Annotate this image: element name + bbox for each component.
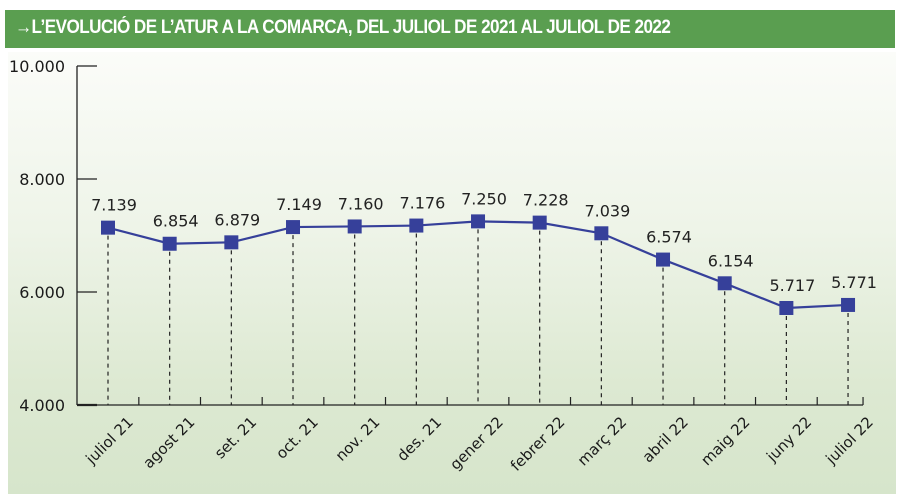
data-label: 7.160 xyxy=(338,194,384,213)
chart-title-bar: →L’EVOLUCIÓ DE L’ATUR A LA COMARCA, DEL … xyxy=(5,10,895,48)
data-label: 7.139 xyxy=(91,196,137,215)
data-label: 6.879 xyxy=(214,210,260,229)
y-tick-label: 6.000 xyxy=(19,283,65,302)
data-labels: 7.139 6.854 6.879 7.149 7.160 7.176 7.250 7.228… xyxy=(91,189,877,295)
x-category-label: abril 22 xyxy=(639,413,692,466)
chart-title: →L’EVOLUCIÓ DE L’ATUR A LA COMARCA, DEL … xyxy=(15,17,671,38)
y-tick-label: 8.000 xyxy=(19,170,65,189)
data-label: 6.574 xyxy=(646,228,692,247)
data-point-marker xyxy=(532,215,547,230)
x-category-label: nov. 21 xyxy=(332,413,384,465)
x-category-label: gener 22 xyxy=(446,413,506,473)
x-category-label: febrer 22 xyxy=(507,413,569,475)
data-point-marker xyxy=(347,219,362,234)
data-point-marker xyxy=(101,220,115,235)
data-label: 7.228 xyxy=(523,191,569,210)
x-category-label: oct. 21 xyxy=(272,413,321,462)
x-category-label: des. 21 xyxy=(393,413,445,465)
x-category-label: juliol 21 xyxy=(82,413,137,468)
series-markers xyxy=(101,214,856,315)
data-label: 5.717 xyxy=(769,276,815,295)
data-point-marker xyxy=(841,297,856,312)
data-label: 6.854 xyxy=(153,212,199,231)
y-axis-ticks: 4.000 6.000 8.000 10.000 xyxy=(9,57,97,415)
data-label: 7.039 xyxy=(584,201,630,220)
data-point-marker xyxy=(409,218,424,233)
data-point-marker xyxy=(594,226,609,241)
y-tick-label: 10.000 xyxy=(9,57,65,76)
data-point-marker xyxy=(224,235,239,250)
y-tick-label: 4.000 xyxy=(19,396,65,415)
chart-background xyxy=(8,52,896,494)
data-point-marker xyxy=(286,220,301,235)
data-label: 5.771 xyxy=(831,273,877,292)
x-category-label: març 22 xyxy=(574,413,630,469)
x-category-label: set. 21 xyxy=(211,413,260,462)
data-label: 7.250 xyxy=(461,189,507,208)
data-label: 7.176 xyxy=(399,194,445,213)
data-label: 7.149 xyxy=(276,195,322,214)
data-point-marker xyxy=(779,300,794,315)
x-category-label: juny 22 xyxy=(762,413,815,466)
data-point-marker xyxy=(162,236,177,251)
data-label: 6.154 xyxy=(708,251,754,270)
x-category-label: maig 22 xyxy=(697,413,753,469)
x-axis-labels: juliol 21 agost 21 set. 21 oct. 21 nov. 21 de… xyxy=(82,413,877,475)
x-category-label: agost 21 xyxy=(139,413,198,472)
data-point-marker xyxy=(656,252,671,267)
drop-lines xyxy=(107,229,849,405)
axes xyxy=(76,66,864,406)
data-point-marker xyxy=(471,214,486,229)
x-category-label: juliol 22 xyxy=(822,413,877,468)
data-point-marker xyxy=(717,276,732,291)
